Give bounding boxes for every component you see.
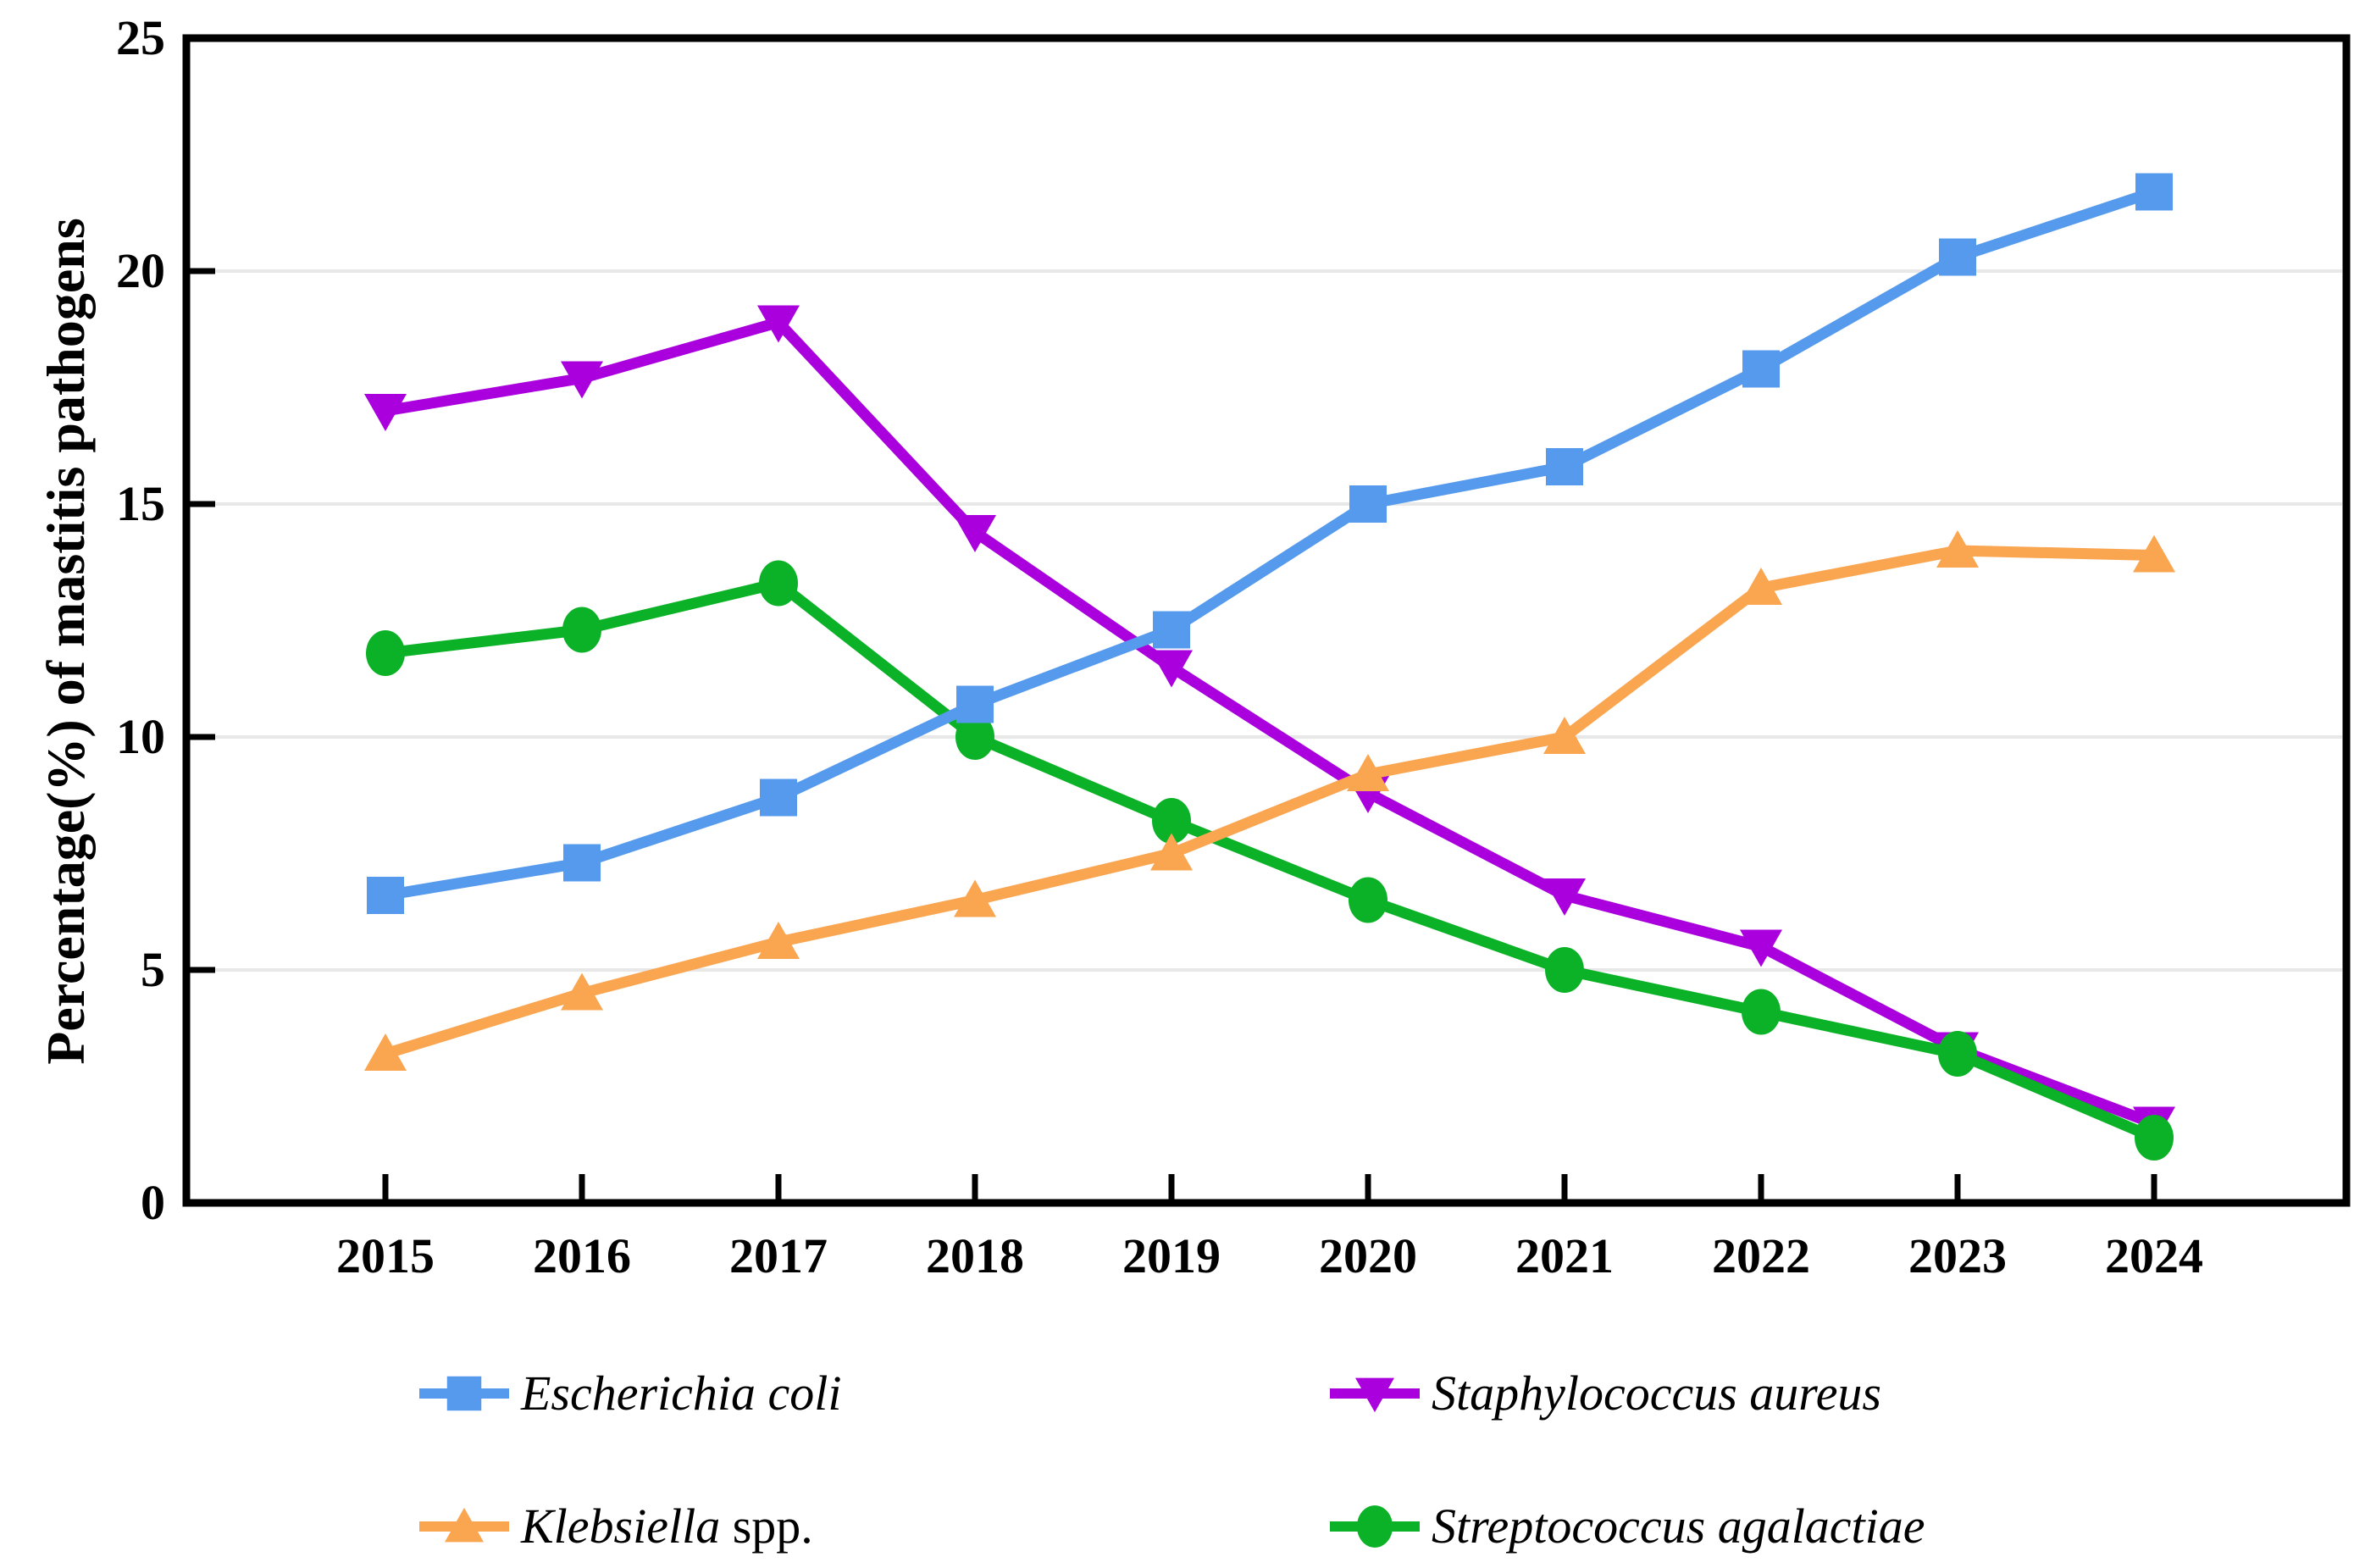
y-tick-label: 25 — [116, 10, 165, 65]
y-tick-label: 20 — [116, 243, 165, 298]
legend-marker-icon — [1330, 1505, 1420, 1548]
x-tick-label: 2022 — [1712, 1228, 1810, 1283]
legend: Escherichia coli Staphylococcus aureus K… — [418, 1360, 1925, 1560]
x-tick-label: 2024 — [2105, 1228, 2203, 1283]
series-line — [379, 545, 2160, 1060]
y-tick-label: 10 — [116, 709, 165, 764]
legend-item: Staphylococcus aureus — [1328, 1360, 1925, 1427]
series-line — [379, 186, 2160, 901]
y-tick-label: 0 — [141, 1175, 165, 1230]
x-tick-label: 2018 — [926, 1228, 1024, 1283]
x-tick-label: 2020 — [1319, 1228, 1417, 1283]
plot-border — [182, 34, 2351, 1207]
legend-item: Escherichia coli — [418, 1360, 1328, 1427]
legend-item: Klebsiella spp. — [418, 1493, 1328, 1560]
legend-marker-icon — [419, 1507, 509, 1543]
legend-marker-icon — [1330, 1377, 1420, 1413]
series-line — [379, 317, 2160, 1129]
legend-label: Staphylococcus aureus — [1432, 1366, 1882, 1421]
legend-label: Klebsiella spp. — [521, 1499, 813, 1554]
legend-label: Streptococcus agalactiae — [1432, 1499, 1925, 1554]
y-tick-label: 5 — [141, 942, 165, 997]
legend-label: Escherichia coli — [521, 1366, 842, 1421]
legend-marker-icon — [419, 1376, 509, 1411]
x-tick-label: 2017 — [729, 1228, 828, 1283]
x-tick-label: 2019 — [1122, 1228, 1221, 1283]
x-tick-label: 2021 — [1515, 1228, 1614, 1283]
y-tick-label: 15 — [116, 476, 165, 531]
legend-item: Streptococcus agalactiae — [1328, 1493, 1925, 1560]
x-tick-label: 2016 — [533, 1228, 631, 1283]
x-tick-label: 2023 — [1908, 1228, 2007, 1283]
series-line — [379, 578, 2160, 1144]
x-tick-label: 2015 — [336, 1228, 435, 1283]
